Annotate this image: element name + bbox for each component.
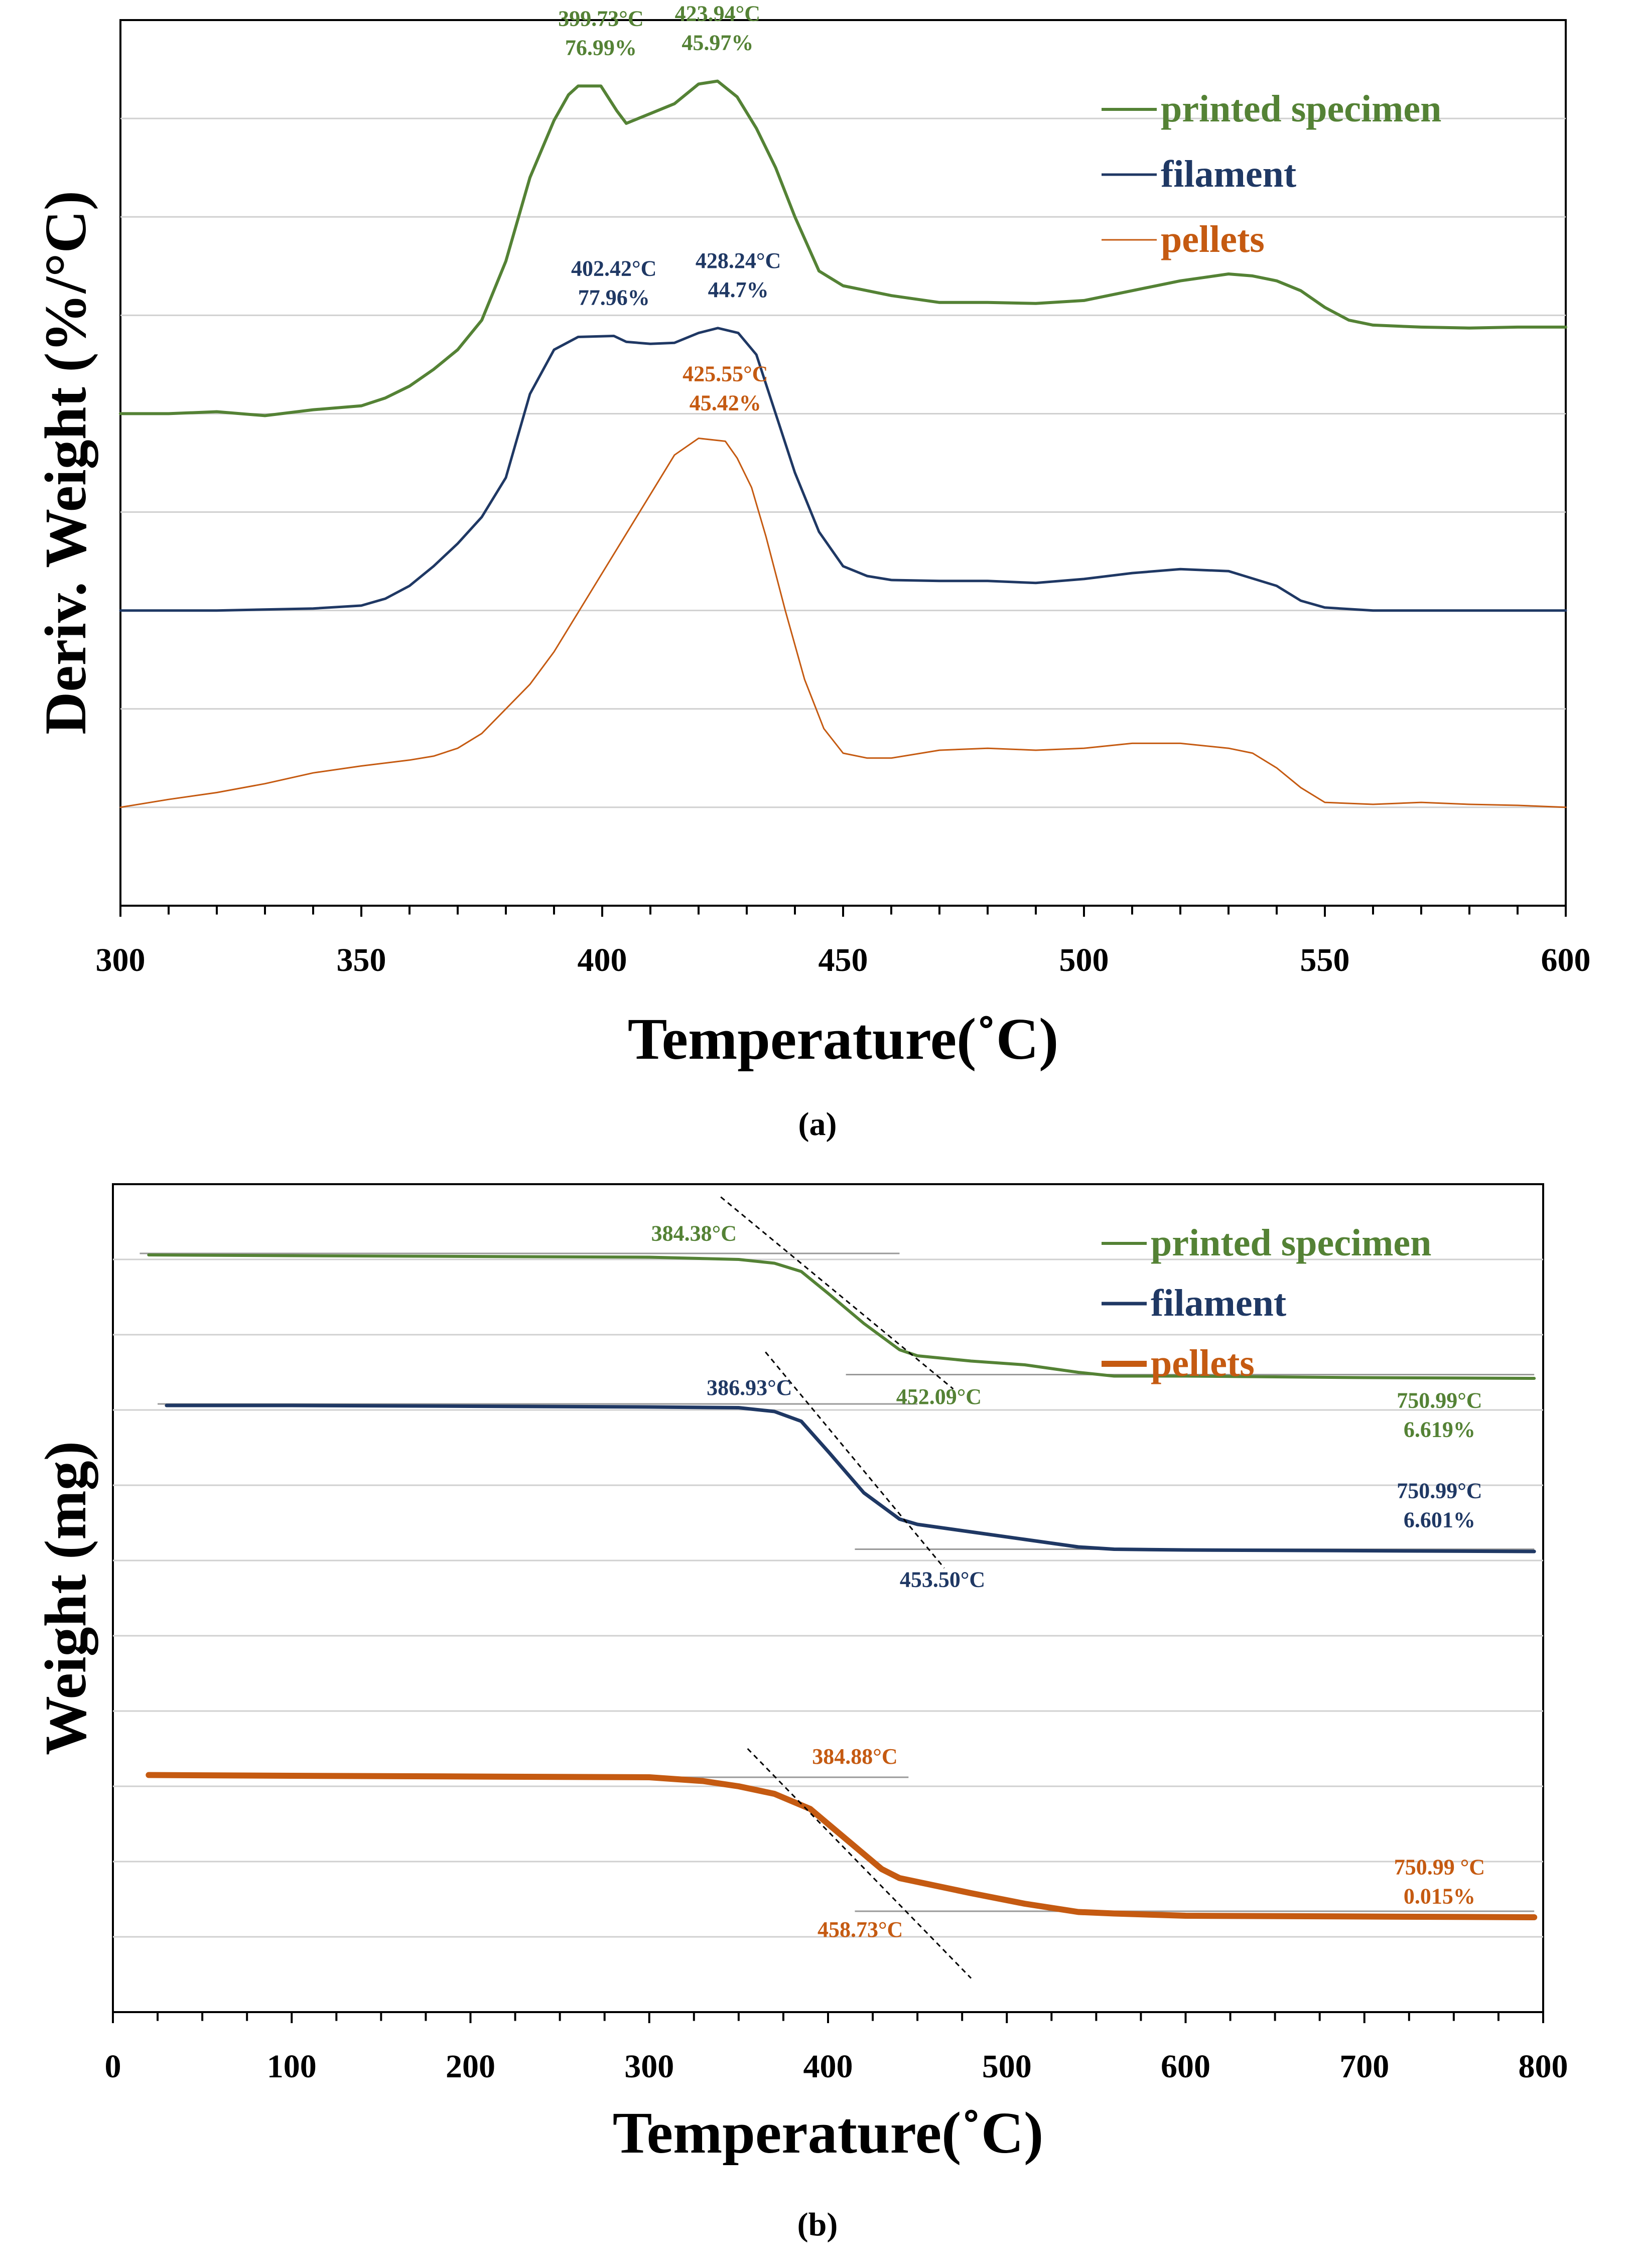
legend-label: pellets xyxy=(1161,218,1265,260)
annotation-label: 386.93°C xyxy=(707,1375,792,1400)
chart-a-annotations: 399.73°C 76.99% 423.94°C 45.97% 402.42°C 77.9… xyxy=(558,2,781,415)
chart-b-caption: (b) xyxy=(797,2206,838,2243)
x-tick-label: 550 xyxy=(1300,942,1350,978)
chart-b: 0 100 200 300 400 500 600 700 800 384.38°C 452.09… xyxy=(33,1183,1568,2243)
series-line-pellets xyxy=(119,438,1567,808)
annotation-label: 402.42°C 77.96% xyxy=(571,256,656,310)
legend-label: filament xyxy=(1151,1282,1286,1324)
series-line-filament xyxy=(165,1403,1536,1553)
chart-b-x-axis-title: Temperature(˚C) xyxy=(613,2100,1044,2166)
x-tick-label: 500 xyxy=(1059,942,1109,978)
chart-a: 300 350 400 450 500 550 600 399.73°C 76.99% 423.… xyxy=(33,2,1591,1143)
tangent-line-filament xyxy=(765,1351,945,1569)
annotation-label: 384.38°C xyxy=(651,1221,737,1246)
x-tick-label: 600 xyxy=(1541,942,1591,978)
x-tick-label: 500 xyxy=(982,2048,1032,2085)
annotation-label: 452.09°C xyxy=(896,1384,982,1409)
x-tick-label: 400 xyxy=(803,2048,853,2085)
chart-b-x-ticks: 0 100 200 300 400 500 600 700 800 xyxy=(105,2012,1568,2085)
annotation-label: 750.99 °C 0.015% xyxy=(1394,1855,1485,1909)
chart-b-plot-area xyxy=(112,1183,1544,2013)
tangent-line-pellets xyxy=(747,1748,972,1979)
chart-b-legend: printed specimen filament pellets xyxy=(1102,1222,1431,1384)
annotation-label: 428.24°C 44.7% xyxy=(696,248,781,302)
annotation-label: 384.88°C xyxy=(812,1744,897,1769)
chart-a-gridlines xyxy=(120,117,1566,808)
legend-label: printed specimen xyxy=(1151,1222,1431,1264)
x-tick-label: 100 xyxy=(267,2048,317,2085)
x-tick-label: 0 xyxy=(105,2048,121,2085)
chart-b-y-axis-title: Weight (mg) xyxy=(33,1441,98,1755)
x-tick-label: 300 xyxy=(96,942,146,978)
legend-label: pellets xyxy=(1151,1342,1255,1384)
chart-a-legend: printed specimen filament pellets xyxy=(1102,88,1441,260)
chart-b-gridlines xyxy=(113,1258,1543,1938)
x-tick-label: 800 xyxy=(1519,2048,1568,2085)
annotation-label: 750.99°C 6.619% xyxy=(1397,1388,1482,1442)
series-line-filament xyxy=(119,327,1567,612)
x-tick-label: 450 xyxy=(819,942,868,978)
x-tick-label: 300 xyxy=(624,2048,674,2085)
legend-label: printed specimen xyxy=(1161,88,1441,130)
chart-a-y-axis-title: Deriv. Weight (%/°C) xyxy=(33,191,98,735)
chart-a-plot-area xyxy=(119,19,1567,907)
x-tick-label: 400 xyxy=(578,942,627,978)
chart-a-caption: (a) xyxy=(798,1106,837,1143)
chart-b-series xyxy=(146,1253,1538,1920)
series-line-printed-specimen xyxy=(147,1253,1536,1380)
annotation-label: 750.99°C 6.601% xyxy=(1397,1479,1482,1532)
chart-b-annotations: 384.38°C 452.09°C 750.99°C 6.619% 386.93°C 45… xyxy=(651,1221,1485,1942)
x-tick-label: 200 xyxy=(446,2048,495,2085)
legend-label: filament xyxy=(1161,153,1296,195)
series-line-pellets xyxy=(146,1772,1538,1920)
x-tick-label: 700 xyxy=(1339,2048,1389,2085)
annotation-label: 399.73°C 76.99% xyxy=(558,6,643,60)
chart-a-x-ticks: 300 350 400 450 500 550 600 xyxy=(96,906,1591,978)
x-tick-label: 350 xyxy=(337,942,386,978)
series-line-printed-specimen xyxy=(119,79,1567,417)
x-tick-label: 600 xyxy=(1161,2048,1210,2085)
annotation-label: 423.94°C 45.97% xyxy=(675,2,760,55)
tangent-line-printed-specimen xyxy=(720,1196,954,1390)
annotation-label: 458.73°C xyxy=(818,1917,903,1942)
chart-b-baselines xyxy=(140,1252,1535,1912)
chart-b-tangent-lines xyxy=(720,1196,972,1979)
annotation-label: 425.55°C 45.42% xyxy=(683,361,768,415)
chart-a-series xyxy=(119,79,1567,808)
annotation-label: 453.50°C xyxy=(900,1568,985,1592)
chart-a-x-axis-title: Temperature(˚C) xyxy=(628,1006,1059,1072)
